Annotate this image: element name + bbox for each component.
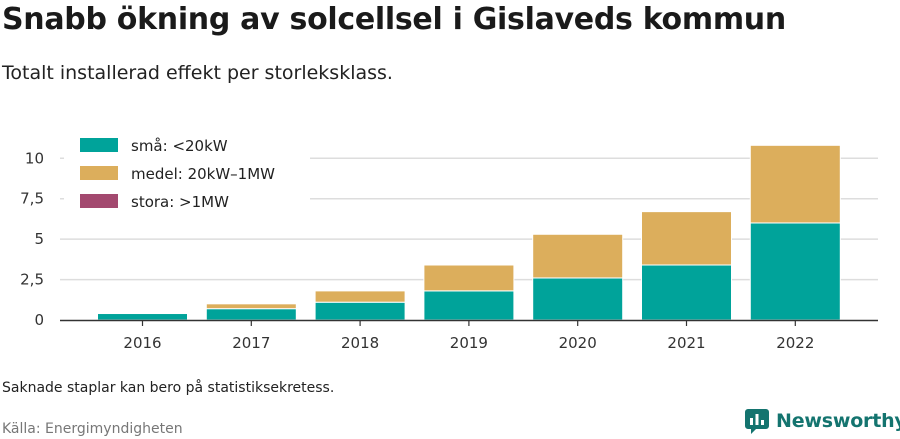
bar-segment — [314, 290, 406, 303]
x-tick-label: 2018 — [341, 334, 379, 352]
source-label: Källa: Energimyndigheten — [2, 421, 183, 437]
x-tick-label: 2020 — [559, 334, 597, 352]
brand-logo: Newsworthy — [744, 407, 900, 435]
legend-label: medel: 20kW–1MW — [131, 165, 275, 183]
footnote: Saknade staplar kan bero på statistiksek… — [2, 380, 335, 396]
bars — [97, 144, 841, 321]
bar-segment — [423, 290, 515, 321]
legend-swatch — [80, 166, 118, 180]
x-tick-label: 2016 — [123, 334, 161, 352]
x-tick-label: 2017 — [232, 334, 270, 352]
bar-segment — [532, 277, 624, 321]
y-axis-ticks: 0 2,5 5 7,5 10 — [20, 149, 44, 329]
legend-swatch — [80, 194, 118, 208]
bar-segment — [97, 313, 188, 321]
y-tick-label: 2,5 — [20, 271, 44, 289]
legend-swatch — [80, 138, 118, 152]
legend: små: <20kW medel: 20kW–1MW stora: >1MW — [64, 130, 310, 218]
bar-segment — [314, 301, 406, 321]
chart-subtitle: Totalt installerad effekt per storlekskl… — [2, 62, 393, 84]
stacked-bar-chart: 02,557,510 2016 2017 2018 2019 2020 2021 2022 … — [20, 130, 878, 352]
legend-label: stora: >1MW — [131, 193, 229, 211]
legend-label: små: <20kW — [131, 137, 228, 155]
bar-segment — [205, 303, 297, 310]
chart-title: Snabb ökning av solcellsel i Gislaveds k… — [2, 2, 786, 37]
y-tick-label: 7,5 — [20, 190, 44, 208]
x-tick-label: 2022 — [776, 334, 814, 352]
bar-segment — [641, 211, 732, 266]
x-axis-ticks: 2016 2017 2018 2019 2020 2021 2022 — [123, 320, 814, 352]
bar-segment — [641, 264, 732, 321]
y-tick-label: 0 — [34, 311, 44, 329]
bar-segment — [532, 233, 624, 279]
y-tick-label: 10 — [25, 149, 44, 167]
newsworthy-logo-icon — [745, 409, 769, 434]
bar-segment — [205, 308, 297, 321]
x-tick-label: 2021 — [667, 334, 705, 352]
bar-segment — [749, 144, 841, 224]
x-tick-label: 2019 — [450, 334, 488, 352]
bar-segment — [423, 264, 515, 292]
bar-segment — [749, 222, 841, 321]
y-tick-label: 5 — [34, 230, 44, 248]
brand-name: Newsworthy — [776, 410, 900, 432]
